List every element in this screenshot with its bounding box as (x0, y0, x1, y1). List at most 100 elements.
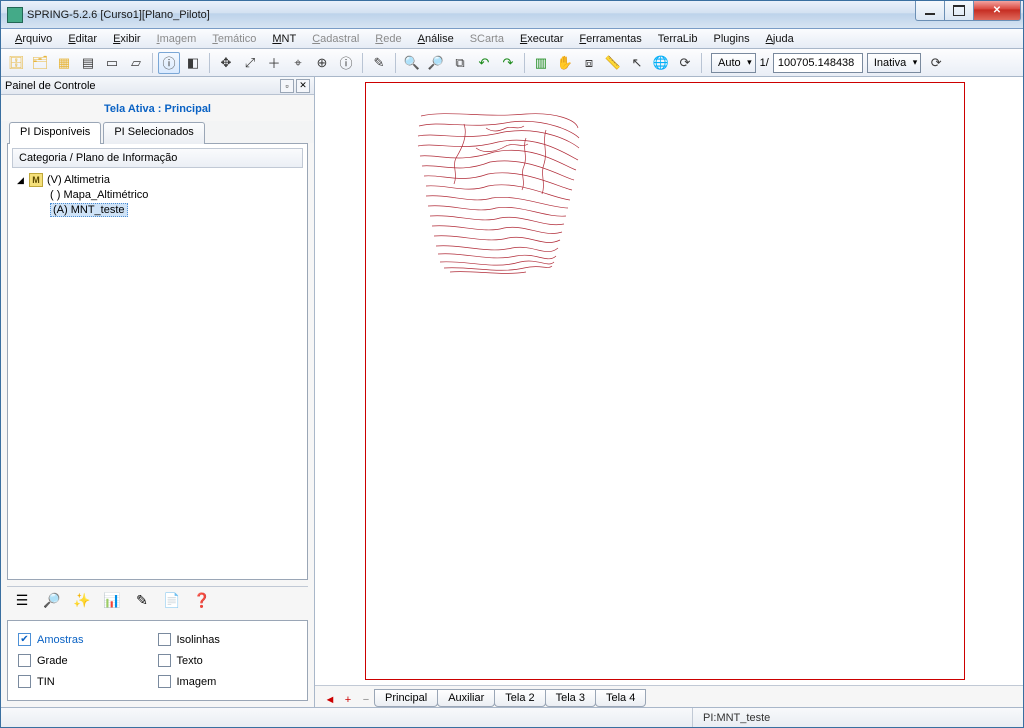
checkbox-icon[interactable] (18, 654, 31, 667)
zoom-win-icon[interactable]: ⧉ (449, 52, 471, 74)
checkbox-icon[interactable] (18, 633, 31, 646)
menu-arquivo[interactable]: Arquivo (7, 31, 60, 47)
scale-value-field[interactable]: 100705.148438 (773, 53, 863, 73)
menu-editar[interactable]: Editar (60, 31, 105, 47)
map-canvas[interactable] (365, 82, 965, 680)
grid-icon[interactable]: ▦ (53, 52, 75, 74)
view-tab-principal[interactable]: Principal (374, 689, 438, 707)
tree-root-label: (V) Altimetria (47, 174, 110, 186)
view-tab-tela-3[interactable]: Tela 3 (545, 689, 596, 707)
checkbox-icon[interactable] (158, 675, 171, 688)
checkbox-icon[interactable] (18, 675, 31, 688)
panel-icon[interactable]: ◧ (182, 52, 204, 74)
view-back-icon[interactable]: ◄ (323, 693, 337, 707)
refresh-icon[interactable]: ⟳ (674, 52, 696, 74)
option-isolinhas[interactable]: Isolinhas (158, 629, 298, 650)
target-icon[interactable]: ⊕ (311, 52, 333, 74)
tree-item[interactable]: (A) MNT_teste (50, 202, 303, 218)
table-search-icon[interactable]: 🔎 (43, 592, 61, 610)
ruler-icon[interactable]: 📏 (602, 52, 624, 74)
doc-icon[interactable]: 📄 (163, 592, 181, 610)
maximize-button[interactable] (944, 1, 974, 21)
view-tab-auxiliar[interactable]: Auxiliar (437, 689, 495, 707)
menu-ajuda[interactable]: Ajuda (758, 31, 802, 47)
panel-close-button[interactable]: ✕ (296, 79, 310, 93)
info-icon[interactable]: ⓘ (335, 52, 357, 74)
window-icon[interactable]: ▭ (101, 52, 123, 74)
panel-title: Painel de Controle (5, 80, 278, 92)
scale-mode-select[interactable]: Auto (711, 53, 756, 73)
help-icon[interactable]: ❓ (193, 592, 211, 610)
menu-mnt[interactable]: MNT (264, 31, 304, 47)
display-options: Amostras Isolinhas Grade TextoTIN Imagem (7, 620, 308, 701)
tree-root-item[interactable]: ◢ M (V) Altimetria (16, 172, 303, 188)
menu-terralib[interactable]: TerraLib (650, 31, 706, 47)
hand-icon[interactable]: ✋ (554, 52, 576, 74)
window-buttons (916, 1, 1021, 21)
tree-item[interactable]: ( ) Mapa_Altimétrico (50, 188, 303, 202)
option-tin[interactable]: TIN (18, 671, 158, 692)
swatch-icon[interactable]: ▤ (77, 52, 99, 74)
minimize-button[interactable] (915, 1, 945, 21)
status-bar: PI: MNT_teste (1, 707, 1023, 727)
page-icon[interactable]: ▱ (125, 52, 147, 74)
option-texto[interactable]: Texto (158, 650, 298, 671)
world-icon[interactable]: 🌐 (650, 52, 672, 74)
option-label: Imagem (177, 676, 217, 688)
panel-float-button[interactable]: ▫ (280, 79, 294, 93)
option-label: Grade (37, 655, 68, 667)
menu-exibir[interactable]: Exibir (105, 31, 149, 47)
tree-panel: Categoria / Plano de Informação ◢ M (V) … (7, 143, 308, 580)
menu-ferramentas[interactable]: Ferramentas (571, 31, 649, 47)
close-button[interactable] (973, 1, 1021, 21)
info-cursor-icon[interactable]: ⓘ (158, 52, 180, 74)
contour-lines (416, 108, 581, 278)
menu-plugins[interactable]: Plugins (706, 31, 758, 47)
view-add-icon[interactable]: + (341, 693, 355, 707)
chart-icon[interactable]: 📊 (103, 592, 121, 610)
main-area: Painel de Controle ▫ ✕ Tela Ativa : Prin… (1, 77, 1023, 707)
pointer-icon[interactable]: ↖ (626, 52, 648, 74)
checkbox-icon[interactable] (158, 633, 171, 646)
redo-icon[interactable]: ↷ (497, 52, 519, 74)
plus-icon[interactable]: ＋ (263, 52, 285, 74)
status-select[interactable]: Inativa (867, 53, 921, 73)
option-amostras[interactable]: Amostras (18, 629, 158, 650)
list-icon[interactable]: ☰ (13, 592, 31, 610)
option-label: Isolinhas (177, 634, 220, 646)
menu-executar[interactable]: Executar (512, 31, 571, 47)
layers-icon[interactable]: 🗂 (29, 52, 51, 74)
zoom-fit-icon[interactable]: ⤢ (239, 52, 261, 74)
recenter-icon[interactable]: ⌖ (287, 52, 309, 74)
pencil-icon[interactable]: ✎ (133, 592, 151, 610)
menu-análise[interactable]: Análise (410, 31, 462, 47)
pencil-icon[interactable]: ✎ (368, 52, 390, 74)
table-go-icon[interactable]: ▥ (530, 52, 552, 74)
sparkle-icon[interactable]: ✨ (73, 592, 91, 610)
menu-imagem: Imagem (149, 31, 205, 47)
menu-rede: Rede (367, 31, 409, 47)
zoom-out-icon[interactable]: 🔎 (425, 52, 447, 74)
zoom-in-icon[interactable]: 🔍 (401, 52, 423, 74)
refresh-icon[interactable]: ⟳ (925, 52, 947, 74)
category-tree: ◢ M (V) Altimetria ( ) Mapa_Altimétrico(… (12, 172, 303, 218)
menu-temático: Temático (204, 31, 264, 47)
tree-header: Categoria / Plano de Informação (12, 148, 303, 168)
option-imagem[interactable]: Imagem (158, 671, 298, 692)
view-tab-tela-4[interactable]: Tela 4 (595, 689, 646, 707)
db-icon[interactable]: 🗄 (5, 52, 27, 74)
pan-icon[interactable]: ✥ (215, 52, 237, 74)
menubar: ArquivoEditarExibirImagemTemáticoMNTCada… (1, 29, 1023, 49)
app-window: SPRING-5.2.6 [Curso1][Plano_Piloto] Arqu… (0, 0, 1024, 728)
option-grade[interactable]: Grade (18, 650, 158, 671)
tree-caret-icon[interactable]: ◢ (16, 176, 25, 185)
tab-pi-selecionados[interactable]: PI Selecionados (103, 122, 205, 144)
layer-go-icon[interactable]: ⧈ (578, 52, 600, 74)
tab-pi-disponiveis[interactable]: PI Disponíveis (9, 122, 101, 144)
menu-cadastral: Cadastral (304, 31, 367, 47)
view-tab-tela-2[interactable]: Tela 2 (494, 689, 545, 707)
checkbox-icon[interactable] (158, 654, 171, 667)
option-label: Amostras (37, 634, 83, 646)
view-remove-icon[interactable]: − (359, 693, 373, 707)
undo-icon[interactable]: ↶ (473, 52, 495, 74)
